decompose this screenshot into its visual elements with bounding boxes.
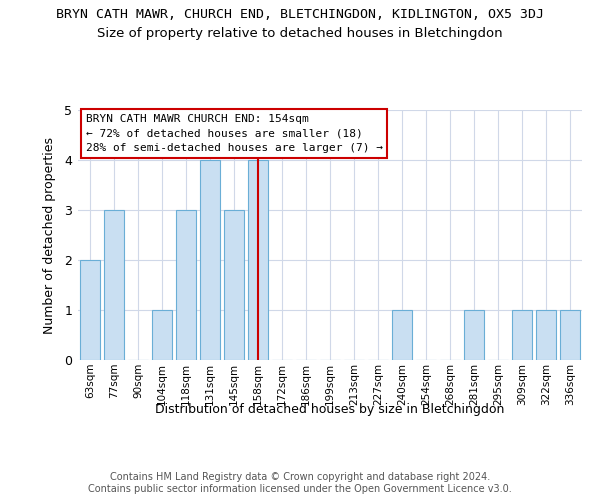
Bar — [224, 210, 244, 360]
Bar — [248, 160, 268, 360]
Bar — [536, 310, 556, 360]
Text: BRYN CATH MAWR CHURCH END: 154sqm
← 72% of detached houses are smaller (18)
28% : BRYN CATH MAWR CHURCH END: 154sqm ← 72% … — [86, 114, 383, 154]
Y-axis label: Number of detached properties: Number of detached properties — [43, 136, 56, 334]
Bar — [464, 310, 484, 360]
Text: Distribution of detached houses by size in Bletchingdon: Distribution of detached houses by size … — [155, 402, 505, 415]
Bar — [176, 210, 196, 360]
Bar — [512, 310, 532, 360]
Bar — [152, 310, 172, 360]
Text: BRYN CATH MAWR, CHURCH END, BLETCHINGDON, KIDLINGTON, OX5 3DJ: BRYN CATH MAWR, CHURCH END, BLETCHINGDON… — [56, 8, 544, 20]
Bar — [200, 160, 220, 360]
Bar — [560, 310, 580, 360]
Text: Contains HM Land Registry data © Crown copyright and database right 2024.
Contai: Contains HM Land Registry data © Crown c… — [88, 472, 512, 494]
Bar — [104, 210, 124, 360]
Text: Size of property relative to detached houses in Bletchingdon: Size of property relative to detached ho… — [97, 28, 503, 40]
Bar — [392, 310, 412, 360]
Bar — [80, 260, 100, 360]
